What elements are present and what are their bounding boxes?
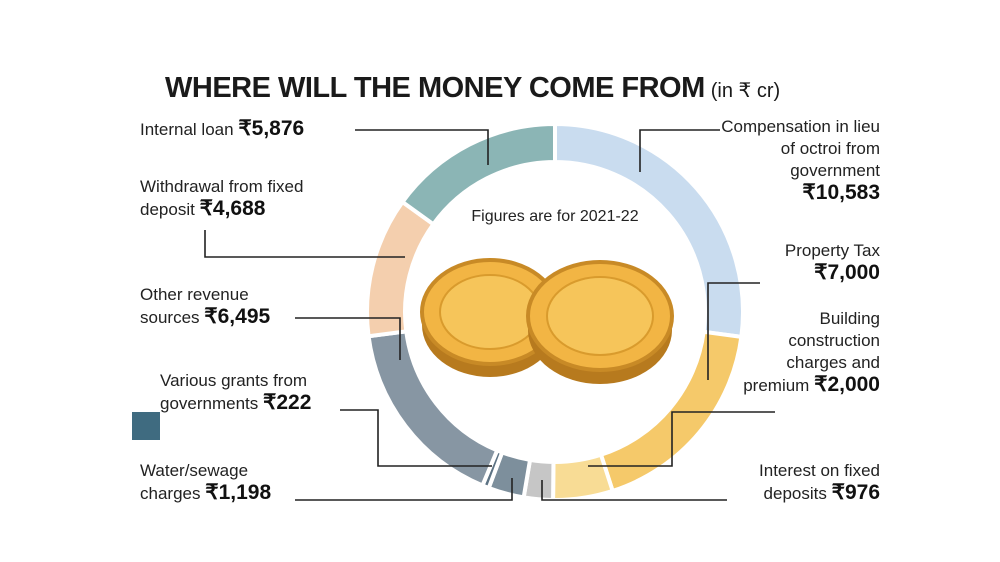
donut-slice [399,121,557,228]
value-label: ₹10,583 [802,181,880,204]
slice-label: Withdrawal from fixed deposit ₹4,688 [140,176,340,221]
category-name: Compensation in lieu of octroi from gove… [721,117,880,180]
category-name: Various grants from governments [160,371,308,413]
slice-label: Other revenue sources ₹6,495 [140,284,300,329]
donut-slice [551,452,616,502]
value-label: ₹222 [263,391,312,414]
annotation: Figures are for 2021-22 [471,208,639,225]
category-name: Withdrawal from fixed deposit [140,177,304,219]
slice-label: Building construction charges and premiu… [740,308,880,397]
category-name: Building construction charges and premiu… [743,309,880,395]
value-label: ₹5,876 [238,117,305,140]
category-name: Internal loan [140,120,234,139]
slice-label: Internal loan ₹5,876 [140,118,380,141]
category-name: Other revenue sources [140,285,249,327]
slice-label: Interest on fixed deposits ₹976 [700,460,880,505]
value-label: ₹4,688 [199,197,266,220]
coins [420,258,674,384]
value-label: ₹1,198 [205,481,272,504]
category-name: Water/sewage charges [140,461,249,503]
chart-subtitle: (in ₹ cr) [710,80,781,102]
title-block: WHERE WILL THE MONEY COME FROM (in ₹ cr) [165,72,780,105]
slice-label: Water/sewage charges ₹1,198 [140,460,300,505]
category-name: Interest on fixed deposits [759,461,880,503]
category-name: Property Tax [784,241,880,260]
value-label: ₹7,000 [814,261,880,284]
leader-lines [204,129,775,501]
legend-swatch [132,412,160,440]
slice-label: Property Tax ₹7,000 [740,240,880,285]
slice-label: Compensation in lieu of octroi from gove… [720,116,880,205]
value-label: ₹6,495 [204,305,271,328]
value-label: ₹976 [831,481,880,504]
chart-title: WHERE WILL THE MONEY COME FROM [165,72,705,104]
value-label: ₹2,000 [814,373,880,396]
slice-label: Various grants from governments ₹222 [160,370,350,415]
